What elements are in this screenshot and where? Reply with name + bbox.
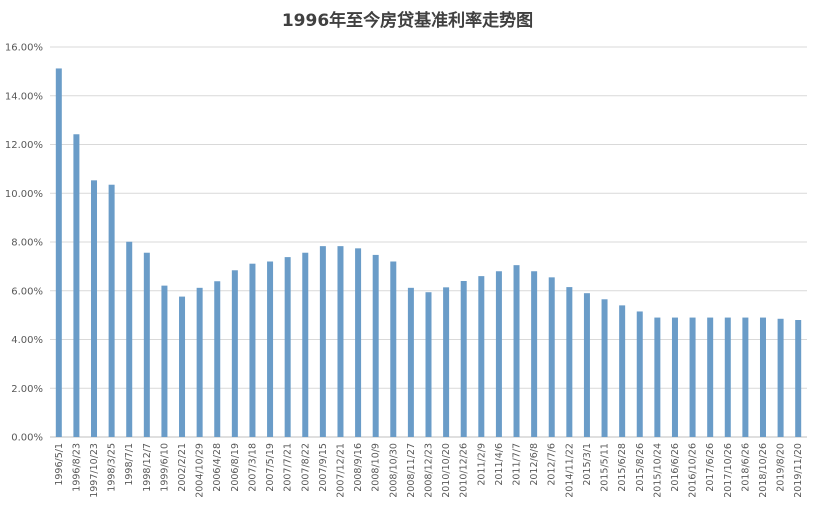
bar <box>231 270 238 437</box>
bar <box>636 311 643 437</box>
bar <box>460 281 467 437</box>
x-tick-label: 2008/9/16 <box>353 443 364 492</box>
bar <box>742 317 749 437</box>
bar <box>284 257 291 437</box>
x-tick-label: 2007/5/19 <box>265 443 276 492</box>
x-tick-label: 2010/12/26 <box>459 443 470 498</box>
bar <box>513 265 520 437</box>
x-tick-label: 1996/5/1 <box>54 443 65 486</box>
x-tick-label: 2019/11/20 <box>793 443 804 498</box>
x-tick-label: 1998/3/25 <box>107 443 118 492</box>
bar <box>337 246 344 437</box>
y-tick-label: 12.00% <box>5 140 43 151</box>
x-tick-label: 1999/6/10 <box>159 443 170 492</box>
chart-title: 1996年至今房贷基准利率走势图 <box>281 11 534 31</box>
x-tick-label: 2011/4/6 <box>494 443 505 486</box>
bar <box>267 261 274 437</box>
bar <box>143 252 150 437</box>
bar <box>601 299 608 437</box>
bar <box>724 317 731 437</box>
x-tick-label: 2018/6/26 <box>740 443 751 492</box>
x-tick-label: 2010/10/20 <box>441 443 452 498</box>
bar <box>55 68 62 437</box>
x-tick-label: 2015/8/26 <box>635 443 646 492</box>
bar <box>548 277 555 437</box>
x-tick-label: 2014/11/22 <box>564 443 575 498</box>
x-tick-label: 2007/8/22 <box>300 443 311 492</box>
x-tick-label: 2008/12/23 <box>424 443 435 498</box>
x-tick-label: 2007/9/15 <box>318 443 329 492</box>
bar <box>619 305 626 437</box>
y-tick-label: 0.00% <box>11 433 43 444</box>
bar <box>425 292 432 437</box>
bar <box>179 296 186 437</box>
bar <box>795 320 802 437</box>
bar <box>407 287 414 437</box>
bar <box>654 317 661 437</box>
y-tick-label: 14.00% <box>5 91 43 102</box>
x-tick-label: 2008/10/9 <box>371 443 382 492</box>
bar <box>531 271 538 437</box>
x-tick-label: 1996/8/23 <box>71 443 82 492</box>
x-tick-label: 2015/6/28 <box>617 443 628 492</box>
x-tick-label: 2006/4/28 <box>212 443 223 492</box>
bar <box>214 281 221 437</box>
y-tick-label: 6.00% <box>11 286 43 297</box>
x-tick-label: 2008/10/30 <box>388 443 399 498</box>
bar <box>689 317 696 437</box>
x-tick-label: 2012/6/8 <box>529 443 540 486</box>
x-tick-label: 2007/7/21 <box>283 443 294 492</box>
x-tick-label: 2015/10/24 <box>652 443 663 498</box>
bar <box>495 271 502 437</box>
y-tick-label: 10.00% <box>5 189 43 200</box>
bar <box>161 285 168 437</box>
x-tick-label: 2019/8/20 <box>776 443 787 492</box>
bar <box>73 134 80 437</box>
x-tick-label: 2002/2/21 <box>177 443 188 492</box>
y-tick-label: 2.00% <box>11 384 43 395</box>
bar <box>583 293 590 437</box>
bar <box>372 254 379 437</box>
x-tick-label: 1998/7/1 <box>124 443 135 486</box>
bar <box>390 261 397 437</box>
bar <box>249 263 256 437</box>
x-tick-label: 1998/12/7 <box>142 443 153 492</box>
bar <box>355 248 362 437</box>
bar <box>196 287 203 437</box>
x-tick-label: 2016/10/26 <box>688 443 699 498</box>
bar <box>566 287 573 437</box>
x-tick-label: 2015/3/1 <box>582 443 593 486</box>
bar <box>443 287 450 437</box>
bar <box>302 252 309 437</box>
x-tick-label: 1997/10/23 <box>89 443 100 498</box>
bar <box>671 317 678 437</box>
x-tick-label: 2018/10/26 <box>758 443 769 498</box>
x-tick-label: 2007/12/21 <box>335 443 346 498</box>
y-tick-label: 16.00% <box>5 43 43 54</box>
x-tick-label: 2012/7/6 <box>547 443 558 486</box>
x-tick-label: 2017/6/26 <box>705 443 716 492</box>
bar <box>319 246 326 437</box>
x-tick-label: 2004/10/29 <box>195 443 206 498</box>
x-tick-label: 2006/8/19 <box>230 443 241 492</box>
bar <box>777 318 784 437</box>
y-tick-label: 8.00% <box>11 238 43 249</box>
x-tick-label: 2016/6/26 <box>670 443 681 492</box>
bar <box>91 180 98 438</box>
x-tick-label: 2011/2/9 <box>476 443 487 486</box>
x-tick-label: 2017/10/26 <box>723 443 734 498</box>
bar <box>126 241 133 437</box>
x-tick-label: 2008/11/27 <box>406 443 417 498</box>
x-tick-label: 2015/5/11 <box>600 443 611 492</box>
bar <box>759 317 766 437</box>
y-tick-label: 4.00% <box>11 335 43 346</box>
x-tick-label: 2007/3/18 <box>247 443 258 492</box>
bar <box>478 276 485 437</box>
bar <box>108 184 115 437</box>
x-tick-label: 2011/7/7 <box>512 443 523 486</box>
bar <box>707 317 714 437</box>
